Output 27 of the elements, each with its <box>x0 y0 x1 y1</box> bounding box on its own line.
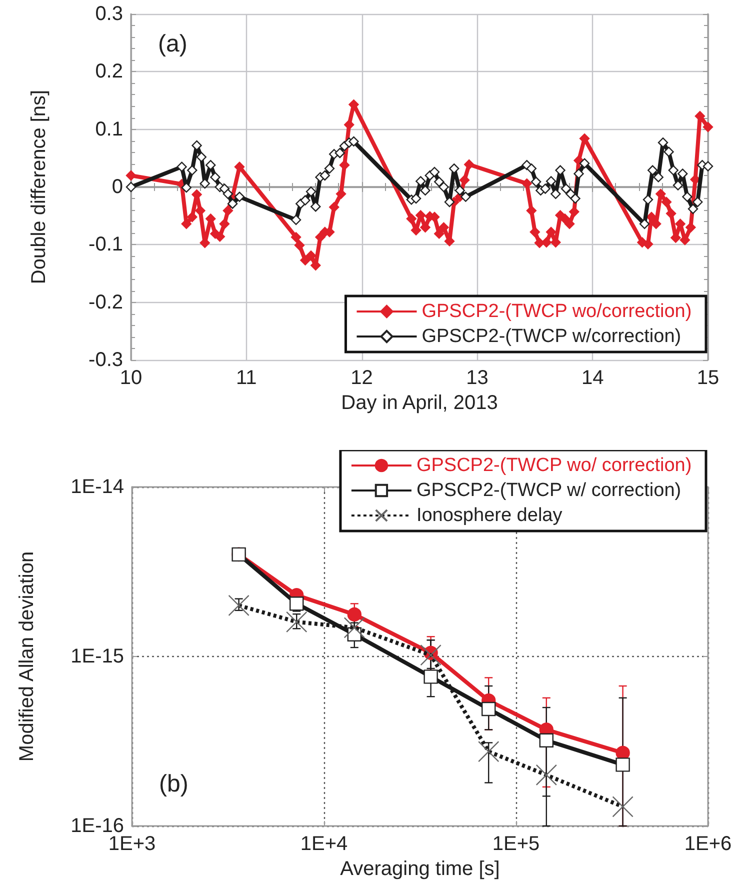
x-tick-label: 1E+4 <box>300 833 348 855</box>
y-tick-label: -0.2 <box>88 291 123 314</box>
y-axis-title: Modified Allan deviation <box>16 551 38 762</box>
legend-label: GPSCP2-(TWCP wo/ correction) <box>416 455 692 476</box>
x-tick-label: 13 <box>466 367 488 389</box>
x-tick-label: 12 <box>350 367 373 389</box>
x-axis-title: Averaging time [s] <box>340 858 500 880</box>
x-tick-label: 1E+5 <box>492 833 540 855</box>
legend-label: GPSCP2-(TWCP wo/correction) <box>422 301 692 322</box>
y-axis-title: Double difference [ns] <box>28 90 50 284</box>
y-tick-label: 1E-15 <box>70 646 124 668</box>
annotation: (a) <box>158 30 188 58</box>
y-tick-label: 0.2 <box>95 60 123 83</box>
x-tick-label: 14 <box>581 367 604 389</box>
x-tick-label: 1E+6 <box>684 833 732 855</box>
y-tick-label: 1E-14 <box>70 476 124 498</box>
x-axis-title: Day in April, 2013 <box>341 392 498 414</box>
legend-label: GPSCP2-(TWCP w/ correction) <box>416 480 682 501</box>
legend-label: GPSCP2-(TWCP w/correction) <box>422 326 682 347</box>
y-tick-label: 0.3 <box>95 3 123 25</box>
y-tick-label: 0.1 <box>95 118 123 140</box>
y-tick-label: 0 <box>112 176 123 198</box>
annotation: (b) <box>159 770 188 798</box>
y-tick-label: -0.1 <box>88 234 123 256</box>
legend-label: Ionosphere delay <box>416 505 563 526</box>
x-tick-label: 11 <box>236 367 257 389</box>
x-tick-label: 15 <box>696 367 720 389</box>
